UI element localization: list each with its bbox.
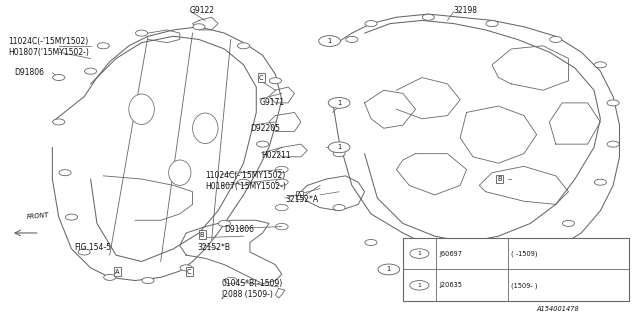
Text: D91806: D91806 <box>14 68 44 77</box>
Text: FRONT: FRONT <box>27 212 50 220</box>
Text: 1: 1 <box>337 100 341 106</box>
Circle shape <box>346 36 358 43</box>
Text: 32152*A: 32152*A <box>285 195 318 204</box>
Circle shape <box>595 62 607 68</box>
Circle shape <box>563 220 575 227</box>
Circle shape <box>333 151 345 157</box>
Text: 32152*B: 32152*B <box>198 243 230 252</box>
Circle shape <box>486 20 498 27</box>
Text: B: B <box>497 176 502 182</box>
Circle shape <box>180 265 192 271</box>
Circle shape <box>328 98 350 108</box>
Text: 1: 1 <box>328 38 332 44</box>
Text: D91806: D91806 <box>225 225 255 234</box>
Text: 11024C(-'15MY1502): 11024C(-'15MY1502) <box>205 172 285 180</box>
Circle shape <box>52 75 65 81</box>
Bar <box>403 238 629 301</box>
Text: J60697: J60697 <box>439 251 462 257</box>
Circle shape <box>237 179 250 185</box>
Ellipse shape <box>169 160 191 185</box>
Circle shape <box>104 274 116 280</box>
Circle shape <box>550 36 562 43</box>
Text: FIG.154-5: FIG.154-5 <box>75 243 111 252</box>
Text: 1: 1 <box>387 267 391 272</box>
Text: 1: 1 <box>417 283 421 288</box>
Text: C: C <box>187 269 192 275</box>
Circle shape <box>328 142 350 153</box>
Circle shape <box>52 119 65 125</box>
Text: B: B <box>200 232 204 237</box>
Circle shape <box>193 24 205 30</box>
Text: G9171: G9171 <box>259 99 285 108</box>
Text: H02211: H02211 <box>261 151 291 160</box>
Circle shape <box>275 179 288 185</box>
Text: 32198: 32198 <box>454 6 478 15</box>
Text: J20635: J20635 <box>439 282 462 288</box>
Circle shape <box>333 100 345 106</box>
Circle shape <box>365 20 377 27</box>
Circle shape <box>410 249 429 258</box>
Circle shape <box>136 30 148 36</box>
Ellipse shape <box>129 94 154 124</box>
Circle shape <box>275 223 288 230</box>
Circle shape <box>59 170 71 176</box>
Circle shape <box>378 264 399 275</box>
Text: C: C <box>259 75 264 81</box>
Circle shape <box>257 141 269 147</box>
Circle shape <box>333 204 345 211</box>
Text: A: A <box>115 269 120 275</box>
Text: 11024C(-'15MY1502): 11024C(-'15MY1502) <box>8 36 88 45</box>
Text: 1: 1 <box>337 144 341 150</box>
Circle shape <box>551 271 573 282</box>
Circle shape <box>84 68 97 74</box>
Circle shape <box>614 271 625 277</box>
Circle shape <box>97 43 109 49</box>
Circle shape <box>505 252 517 258</box>
Circle shape <box>607 100 619 106</box>
Circle shape <box>275 204 288 211</box>
Circle shape <box>218 220 230 227</box>
Circle shape <box>269 78 282 84</box>
Text: H01807('15MY1502-): H01807('15MY1502-) <box>8 48 88 57</box>
Text: A154001478: A154001478 <box>537 306 579 312</box>
Circle shape <box>142 277 154 284</box>
Circle shape <box>595 179 607 185</box>
Text: J2088 (1509-): J2088 (1509-) <box>221 290 273 299</box>
Circle shape <box>607 141 619 147</box>
Text: (1509- ): (1509- ) <box>511 282 538 289</box>
Circle shape <box>78 249 90 255</box>
Text: ( -1509): ( -1509) <box>511 250 538 257</box>
Circle shape <box>65 214 77 220</box>
Text: H01807('15MY1502-): H01807('15MY1502-) <box>205 182 286 191</box>
Circle shape <box>410 281 429 290</box>
Circle shape <box>319 36 340 46</box>
Circle shape <box>237 43 250 49</box>
Circle shape <box>365 239 377 245</box>
Text: 0104S*B(-1509): 0104S*B(-1509) <box>221 279 282 288</box>
Text: G9122: G9122 <box>189 6 214 15</box>
Circle shape <box>275 166 288 173</box>
Text: 1: 1 <box>417 251 421 256</box>
Text: 1: 1 <box>560 273 564 279</box>
Text: D92205: D92205 <box>250 124 280 133</box>
Circle shape <box>429 259 441 265</box>
Text: A: A <box>298 192 302 198</box>
Circle shape <box>422 14 435 20</box>
Circle shape <box>225 277 237 284</box>
Ellipse shape <box>193 113 218 143</box>
